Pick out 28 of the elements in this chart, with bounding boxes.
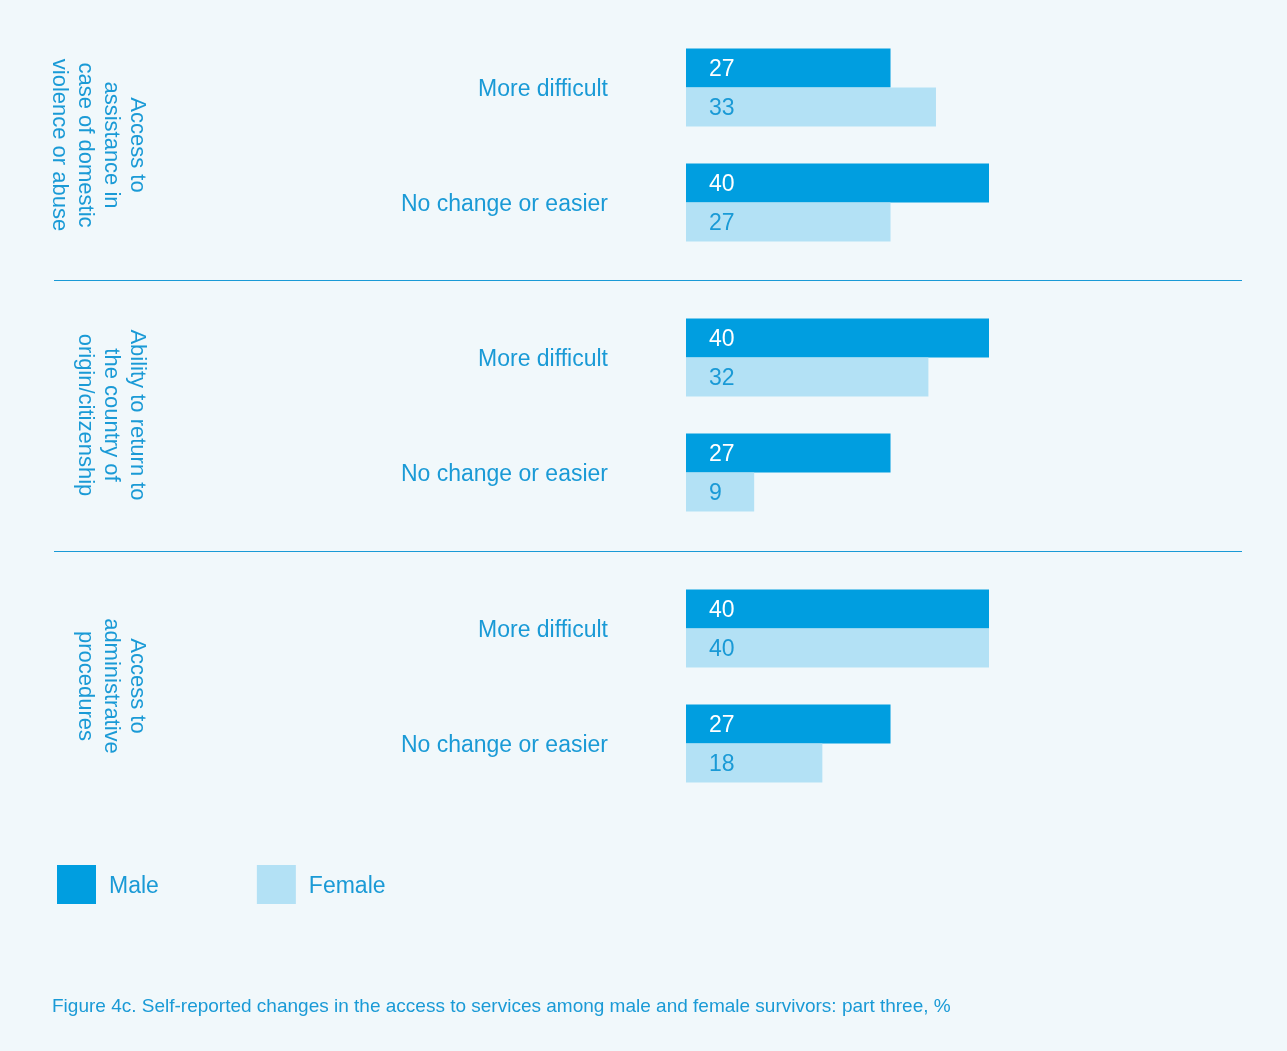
data-label: 33: [709, 94, 735, 120]
y-tick-label: More difficult: [478, 615, 609, 642]
data-label: 27: [709, 55, 735, 81]
bar: [686, 433, 891, 473]
data-label: 40: [709, 635, 735, 661]
bar: [686, 357, 929, 397]
data-label: 27: [709, 440, 735, 466]
bar: [686, 318, 989, 358]
data-label: 40: [709, 170, 735, 196]
y-tick-label: No change or easier: [400, 459, 609, 486]
y-tick-label: More difficult: [478, 74, 609, 101]
caption: Figure 4c. Self-reported changes in the access to services among male and female survivors: part three, %: [52, 995, 951, 1016]
data-label: 40: [709, 325, 735, 351]
data-label: 32: [709, 364, 735, 390]
y-tick-label: No change or easier: [400, 730, 609, 757]
y-axis-title: Access to assistance in case of domestic violence or abuse: [47, 58, 151, 232]
data-label: 9: [709, 479, 722, 505]
data-label: 27: [709, 711, 735, 737]
data-label: 27: [709, 209, 735, 235]
y-axis-title: Ability to return to the country of origin/citizenship: [73, 329, 151, 501]
y-axis-title: Access to administrative procedures: [73, 618, 151, 754]
legend-label: Male: [109, 871, 159, 898]
legend-label: Female: [308, 871, 386, 898]
data-label: 18: [709, 750, 735, 776]
data-label: 40: [709, 596, 735, 622]
bar: [686, 472, 755, 512]
y-tick-label: No change or easier: [400, 189, 609, 216]
y-tick-label: More difficult: [478, 344, 609, 371]
